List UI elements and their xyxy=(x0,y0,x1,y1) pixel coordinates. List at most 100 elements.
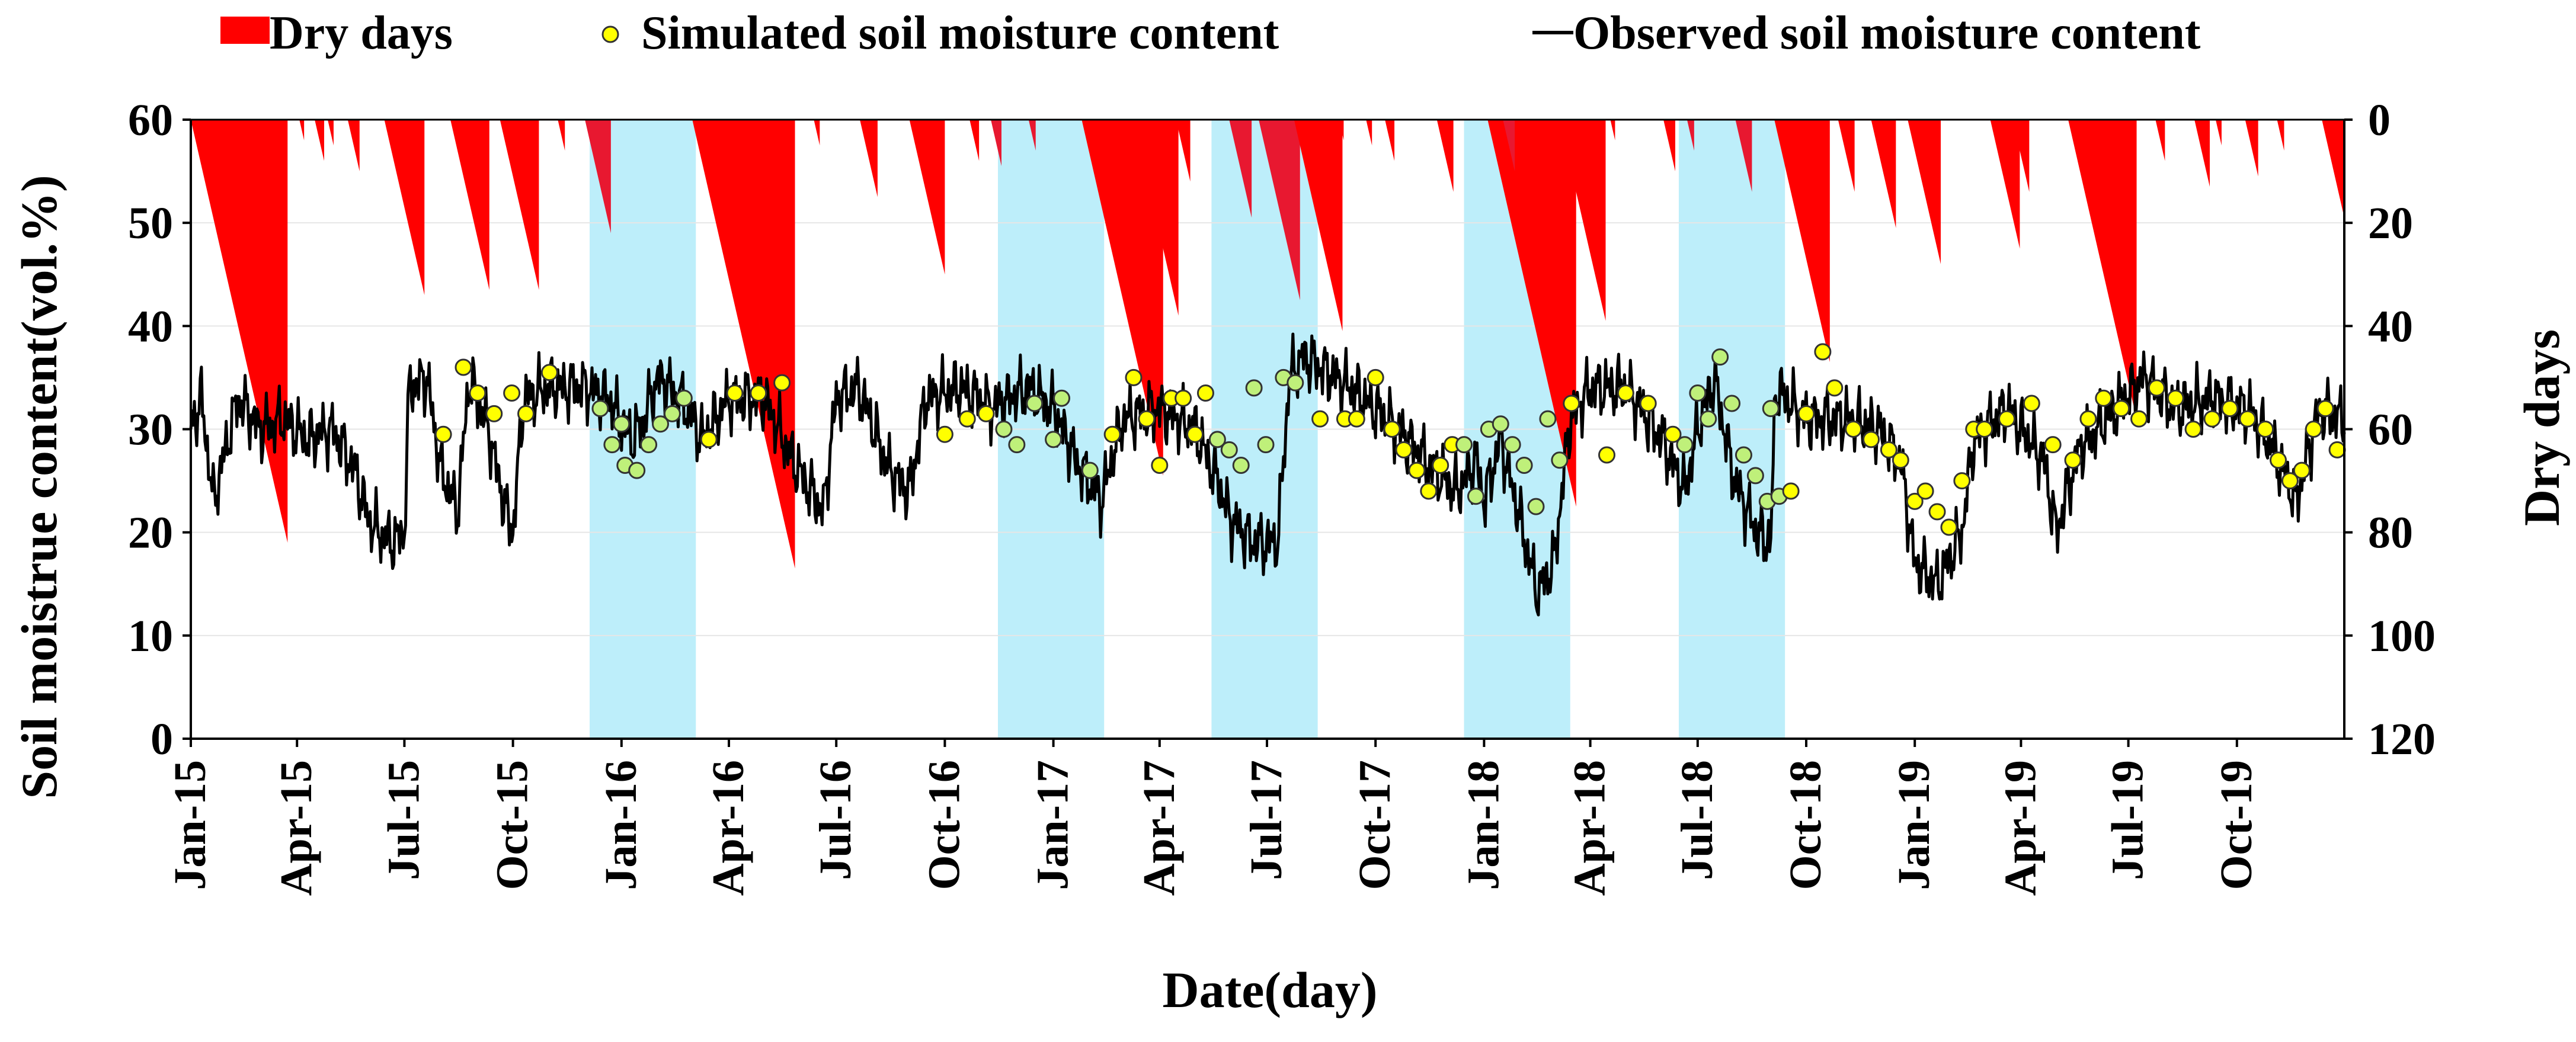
y-tick-label-20: 20 xyxy=(128,508,173,558)
simulated-point-3 xyxy=(434,425,452,443)
simulated-point-12 xyxy=(628,461,646,479)
simulated-point-65 xyxy=(1598,446,1615,464)
dry-spell-34 xyxy=(1487,120,1576,507)
simulated-point-95 xyxy=(2023,395,2040,412)
simulated-point-79 xyxy=(1762,400,1780,418)
simulated-point-35 xyxy=(1175,389,1192,407)
dry-spell-47 xyxy=(2012,120,2030,192)
y-tick-label-0: 0 xyxy=(151,714,173,764)
dry-spell-46 xyxy=(1990,120,2020,249)
x-tick-label-11: Jul-17 xyxy=(1241,760,1291,880)
x-tick-label-7: Jul-16 xyxy=(811,760,860,880)
x-tick-label-4: Oct-15 xyxy=(488,760,537,890)
observed-line xyxy=(189,332,2346,617)
simulated-point-85 xyxy=(1880,441,1897,459)
y-tick-label-10: 10 xyxy=(128,611,173,661)
dry-spell-37 xyxy=(1582,120,1589,151)
dry-spell-19 xyxy=(969,120,980,161)
x-tick-label-17: Jan-19 xyxy=(1889,760,1939,890)
simulated-point-62 xyxy=(1539,410,1557,428)
simulated-point-1 xyxy=(455,358,472,376)
simulated-point-8 xyxy=(591,400,609,418)
dry-spell-31 xyxy=(1366,120,1372,146)
simulated-point-61 xyxy=(1527,498,1545,515)
x-tick-label-2: Apr-15 xyxy=(271,760,321,896)
simulated-point-24 xyxy=(995,421,1013,438)
dry-spell-39 xyxy=(1663,120,1675,172)
simulated-point-93 xyxy=(1976,421,1993,438)
dry-spell-2 xyxy=(299,120,305,140)
dry-spell-26 xyxy=(1229,120,1252,218)
simulated-point-25 xyxy=(1008,436,1026,454)
simulated-point-23 xyxy=(977,405,995,422)
simulated-point-53 xyxy=(1432,456,1449,474)
dry-spell-36 xyxy=(1559,120,1606,321)
dry-spell-41 xyxy=(1735,120,1752,192)
x-tick-label-9: Jan-17 xyxy=(1028,760,1078,890)
simulated-point-18 xyxy=(726,384,744,402)
simulated-point-71 xyxy=(1700,410,1717,428)
y2-axis-title: Dry days xyxy=(2513,329,2570,526)
simulated-point-88 xyxy=(1916,482,1934,500)
simulated-point-80 xyxy=(1797,405,1815,422)
simulated-point-47 xyxy=(1348,410,1365,428)
simulated-point-102 xyxy=(2148,379,2165,397)
simulated-point-39 xyxy=(1220,441,1238,459)
dry-spell-10 xyxy=(529,120,533,136)
dry-spell-35 xyxy=(1503,120,1515,172)
simulated-point-48 xyxy=(1367,368,1384,386)
y-tick-label-40: 40 xyxy=(128,302,173,351)
simulated-point-107 xyxy=(2239,410,2257,428)
dry-spell-48 xyxy=(2068,120,2137,419)
y2-tick-label-120: 120 xyxy=(2368,714,2436,764)
simulated-point-74 xyxy=(1735,446,1752,464)
legend: Dry days Simulated soil moisture content… xyxy=(220,7,2201,59)
dry-spell-54 xyxy=(2277,120,2284,151)
x-tick-label-8: Oct-16 xyxy=(919,760,969,890)
simulated-point-81 xyxy=(1814,343,1832,361)
simulated-point-90 xyxy=(1940,518,1958,536)
simulated-point-27 xyxy=(1045,431,1063,448)
dry-spell-1 xyxy=(191,120,288,543)
simulated-point-106 xyxy=(2221,400,2239,418)
x-tick-label-10: Apr-17 xyxy=(1134,760,1184,896)
simulated-point-96 xyxy=(2044,436,2062,454)
dry-spell-5 xyxy=(347,120,360,172)
dry-spell-24 xyxy=(1133,120,1179,316)
simulated-point-13 xyxy=(640,436,658,454)
x-tick-label-13: Jan-18 xyxy=(1458,760,1508,890)
dry-spell-33 xyxy=(1436,120,1454,192)
simulated-point-21 xyxy=(936,425,953,443)
simulated-point-20 xyxy=(773,374,791,392)
simulated-point-110 xyxy=(2281,472,2299,490)
x-tick-label-20: Oct-19 xyxy=(2212,760,2261,890)
dry-spell-25 xyxy=(1176,120,1191,182)
legend-dry-days-swatch xyxy=(220,17,270,44)
legend-simulated-marker xyxy=(601,25,619,43)
x-tick-label-14: Apr-18 xyxy=(1565,760,1615,896)
axes xyxy=(183,118,2353,747)
simulated-point-38 xyxy=(1208,431,1226,448)
dry-spell-45 xyxy=(1908,120,1941,264)
simulated-point-4 xyxy=(485,405,503,422)
legend-observed-label: Observed soil moisture content xyxy=(1573,7,2201,59)
y2-tick-label-80: 80 xyxy=(2368,508,2413,558)
simulated-point-2 xyxy=(469,384,487,402)
y-tick-label-60: 60 xyxy=(128,95,173,145)
dry-spell-3 xyxy=(315,120,325,161)
simulated-point-82 xyxy=(1826,379,1844,397)
simulated-point-75 xyxy=(1746,467,1764,485)
dry-spell-30 xyxy=(1339,120,1344,140)
simulated-point-113 xyxy=(2316,400,2334,418)
dry-spell-32 xyxy=(1385,120,1395,161)
simulated-point-9 xyxy=(603,436,621,454)
simulated-point-45 xyxy=(1311,410,1329,428)
simulated-point-42 xyxy=(1257,436,1275,454)
simulated-point-31 xyxy=(1125,368,1143,386)
simulated-point-49 xyxy=(1383,421,1401,438)
dry-spell-50 xyxy=(2155,120,2165,161)
dry-spell-14 xyxy=(729,120,735,146)
dry-spell-49 xyxy=(2097,120,2107,161)
simulated-point-112 xyxy=(2305,421,2322,438)
y2-tick-label-100: 100 xyxy=(2368,611,2436,661)
